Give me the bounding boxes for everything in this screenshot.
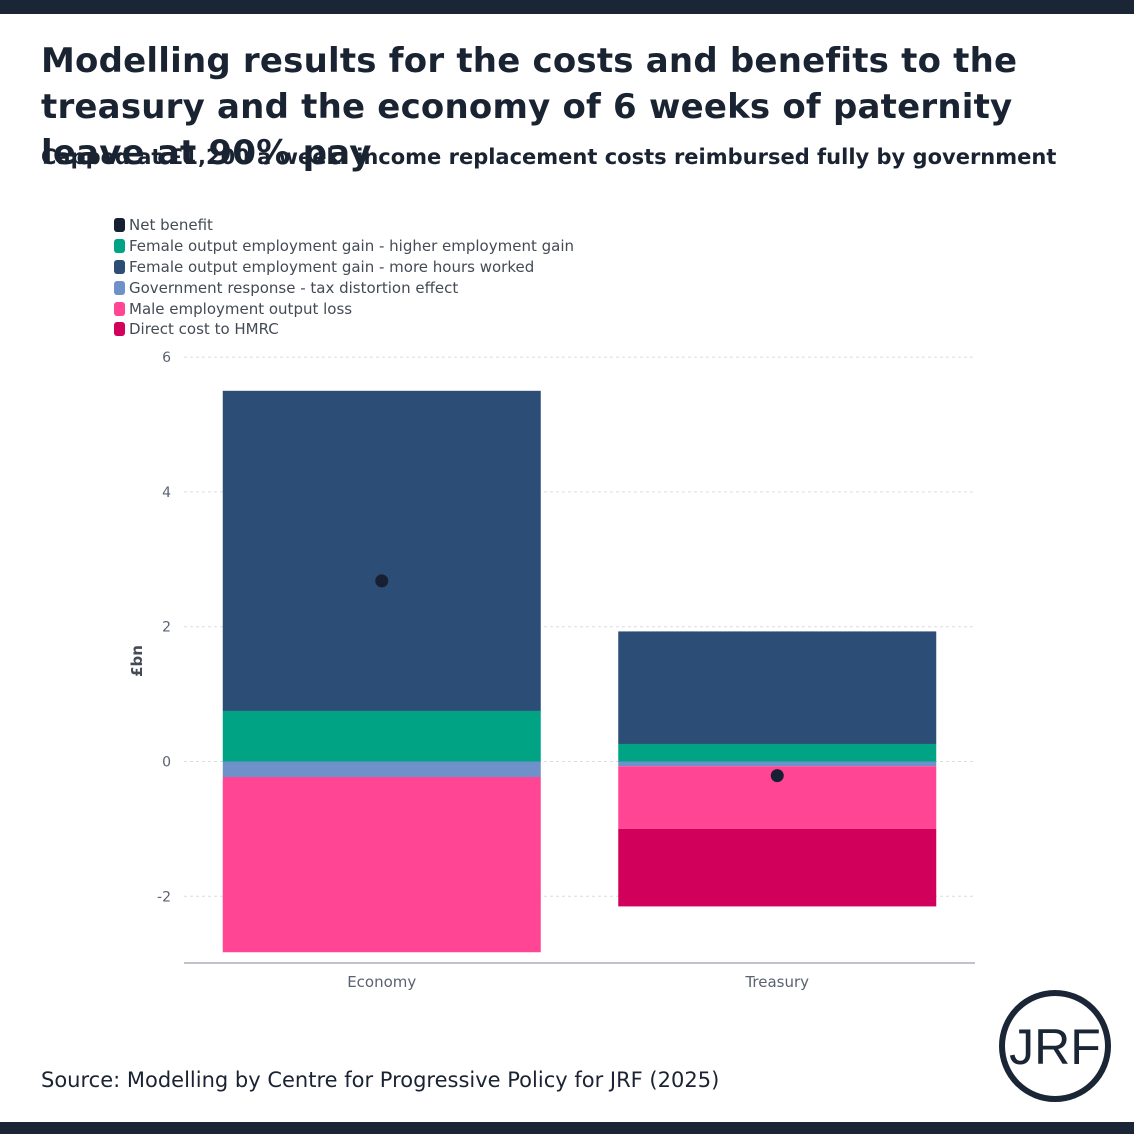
legend-swatch-female-more-hours [114, 259, 125, 274]
top-frame-bar [0, 0, 1134, 14]
y-tick-label: 0 [162, 755, 171, 771]
legend-swatch-male-output-loss [114, 301, 125, 316]
bar-segment-economy-gov-tax-distortion [222, 761, 541, 778]
chart-subtitle: Capped at £1,200 a week: income replacem… [41, 145, 1057, 169]
bar-segment-economy-female-higher-employment [222, 710, 541, 762]
net-benefit-marker-economy [375, 574, 389, 588]
net-benefit-marker-treasury [770, 769, 784, 783]
legend-swatch-female-higher-employment [114, 239, 125, 254]
legend-item-male-output-loss: Male employment output loss [114, 298, 574, 319]
bottom-frame-bar [0, 1122, 1134, 1134]
legend-swatch-gov-tax-distortion [114, 280, 125, 295]
y-tick-label: 6 [162, 350, 171, 366]
bar-segment-economy-female-more-hours [222, 390, 541, 711]
legend-label-net-benefit: Net benefit [129, 216, 213, 235]
legend-swatch-direct-cost-hmrc [114, 322, 125, 337]
legend-item-female-higher-employment: Female output employment gain - higher e… [114, 236, 574, 257]
legend: Net benefit Female output employment gai… [114, 215, 574, 340]
bar-segment-economy-male-output-loss [222, 777, 541, 953]
stacked-bar-chart: 6 4 2 0 -2 £bn Economy Treasury [128, 350, 975, 991]
bar-segment-treasury-female-more-hours [618, 631, 937, 744]
source-note: Source: Modelling by Centre for Progress… [41, 1068, 720, 1092]
y-tick-label: -2 [157, 889, 171, 905]
legend-label-male-output-loss: Male employment output loss [129, 299, 353, 318]
y-tick-label: 4 [162, 485, 171, 501]
legend-item-gov-tax-distortion: Government response - tax distortion eff… [114, 277, 574, 298]
x-tick-label: Economy [347, 973, 416, 991]
bar-segment-treasury-direct-cost-hmrc [618, 828, 937, 907]
bar-segment-treasury-gov-tax-distortion [618, 761, 937, 767]
legend-label-gov-tax-distortion: Government response - tax distortion eff… [129, 278, 459, 297]
legend-label-female-higher-employment: Female output employment gain - higher e… [129, 237, 574, 256]
legend-label-female-more-hours: Female output employment gain - more hou… [129, 257, 535, 276]
legend-label-direct-cost-hmrc: Direct cost to HMRC [129, 320, 279, 339]
jrf-logo: JRF [999, 990, 1111, 1102]
legend-item-direct-cost-hmrc: Direct cost to HMRC [114, 319, 574, 340]
bar-segment-treasury-female-higher-employment [618, 743, 937, 762]
legend-swatch-net-benefit [114, 218, 125, 233]
y-tick-label: 2 [162, 620, 171, 636]
logo-text: JRF [1009, 1019, 1101, 1075]
x-tick-label: Treasury [744, 973, 809, 991]
chart-title: Modelling results for the costs and bene… [41, 41, 1018, 173]
legend-item-net-benefit: Net benefit [114, 215, 574, 236]
y-axis-label: £bn [128, 645, 146, 677]
legend-item-female-more-hours: Female output employment gain - more hou… [114, 257, 574, 278]
